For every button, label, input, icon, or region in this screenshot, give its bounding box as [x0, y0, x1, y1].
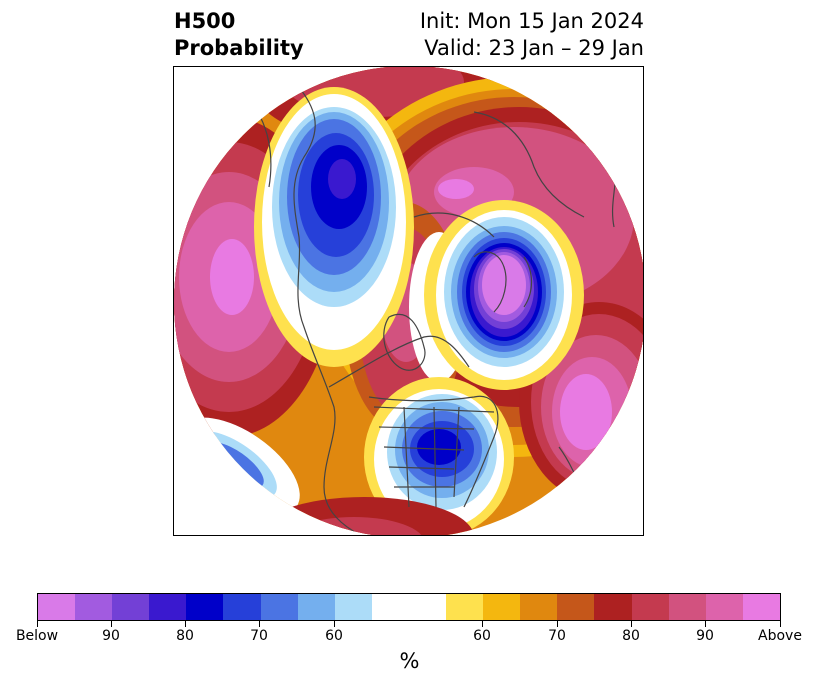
valid-date: Valid: 23 Jan – 29 Jan	[424, 36, 644, 60]
colorbar-cell	[112, 594, 150, 620]
title-field: Probability	[174, 36, 304, 60]
colorbar-cell	[446, 594, 484, 620]
eastern-us-low	[364, 377, 514, 535]
map-title: H500 Probability	[174, 8, 304, 62]
colorbar-tick-label: 80	[622, 628, 640, 644]
colorbar-tick-label: Below	[15, 628, 59, 644]
colorbar-tick	[631, 621, 632, 627]
colorbar-tick	[334, 621, 335, 627]
colorbar-cell	[520, 594, 558, 620]
colorbar-cell	[186, 594, 224, 620]
colorbar	[37, 593, 781, 621]
colorbar-cell	[557, 594, 595, 620]
title-variable: H500	[174, 9, 236, 33]
map-dates: Init: Mon 15 Jan 2024 Valid: 23 Jan – 29…	[420, 8, 644, 62]
colorbar-tick-label: Above	[758, 628, 802, 644]
colorbar-cell	[594, 594, 632, 620]
colorbar-tick	[259, 621, 260, 627]
colorbar-label: %	[399, 649, 420, 673]
colorbar-tick-label: 80	[176, 628, 194, 644]
colorbar-tick-label: 60	[473, 628, 491, 644]
colorbar-tick	[185, 621, 186, 627]
colorbar-cell	[631, 594, 669, 620]
coastlines	[253, 86, 617, 535]
colorbar-tick-label: 70	[548, 628, 566, 644]
colorbar-cell	[371, 594, 409, 620]
init-date: Init: Mon 15 Jan 2024	[419, 9, 644, 33]
probability-map	[174, 67, 643, 535]
colorbar-tick	[705, 621, 706, 627]
colorbar-tick-label: 90	[696, 628, 714, 644]
colorbar-cell	[334, 594, 372, 620]
colorbar-cell	[705, 594, 743, 620]
colorbar-tick	[111, 621, 112, 627]
colorbar-cell	[75, 594, 113, 620]
colorbar-tick	[780, 621, 781, 627]
colorbar-cell	[297, 594, 335, 620]
map-panel	[173, 66, 644, 536]
colorbar-cell	[223, 594, 261, 620]
colorbar-tick	[37, 621, 38, 627]
colorbar-cell	[742, 594, 780, 620]
colorbar-cell	[38, 594, 76, 620]
colorbar-tick-label: 60	[325, 628, 343, 644]
colorbar-cell	[408, 594, 447, 620]
colorbar-cell	[149, 594, 187, 620]
alaska-low	[254, 87, 414, 367]
colorbar-tick	[557, 621, 558, 627]
colorbar-cell	[260, 594, 298, 620]
colorbar-tick	[482, 621, 483, 627]
colorbar-tick-label: 70	[250, 628, 268, 644]
colorbar-cell	[668, 594, 706, 620]
colorbar-cell	[483, 594, 521, 620]
colorbar-tick-label: 90	[102, 628, 120, 644]
